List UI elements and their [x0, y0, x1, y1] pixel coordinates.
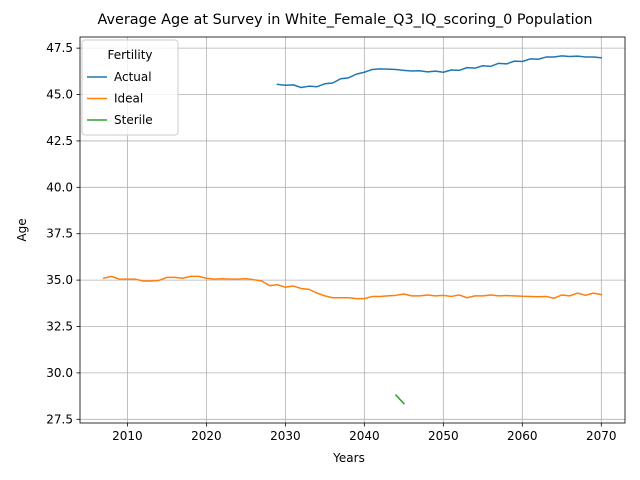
x-tick-label: 2040: [349, 429, 380, 443]
plot-area-frame: [79, 36, 626, 424]
legend-entries: Actual Ideal Sterile: [87, 70, 153, 127]
x-tick-label: 2070: [586, 429, 617, 443]
legend-title: Fertility: [107, 48, 152, 62]
series-line-sterile: [394, 394, 405, 405]
y-tick-label: 45.0: [46, 88, 73, 102]
y-tick-label: 35.0: [46, 273, 73, 287]
legend-label-sterile: Sterile: [114, 113, 153, 127]
y-tick-label: 40.0: [46, 180, 73, 194]
y-tick-label: 27.5: [46, 412, 73, 426]
x-tick-label: 2050: [428, 429, 459, 443]
y-axis-label: Age: [15, 218, 29, 241]
legend-label-actual: Actual: [114, 70, 152, 84]
x-axis-ticks: 2010 2020 2030 2040 2050 2060 2070: [112, 423, 617, 443]
y-tick-label: 42.5: [46, 134, 73, 148]
x-tick-label: 2030: [270, 429, 301, 443]
x-tick-label: 2060: [507, 429, 538, 443]
x-tick-label: 2010: [112, 429, 143, 443]
y-tick-label: 47.5: [46, 41, 73, 55]
y-axis-ticks: 27.5 30.0 32.5 35.0 37.5 40.0 42.5 45.0 47.5: [46, 41, 80, 426]
series-lines: [102, 55, 603, 405]
legend: Fertility Actual Ideal Sterile: [81, 39, 179, 136]
legend-box: [81, 39, 179, 136]
chart-title: Average Age at Survey in White_Female_Q3…: [97, 12, 592, 28]
series-line-ideal: [102, 275, 603, 300]
grid-lines: [80, 37, 625, 423]
series-line-actual: [276, 55, 603, 89]
x-tick-label: 2020: [191, 429, 222, 443]
y-tick-label: 37.5: [46, 227, 73, 241]
y-tick-label: 30.0: [46, 366, 73, 380]
y-tick-label: 32.5: [46, 320, 73, 334]
x-axis-label: Years: [332, 451, 365, 465]
legend-label-ideal: Ideal: [114, 92, 143, 106]
